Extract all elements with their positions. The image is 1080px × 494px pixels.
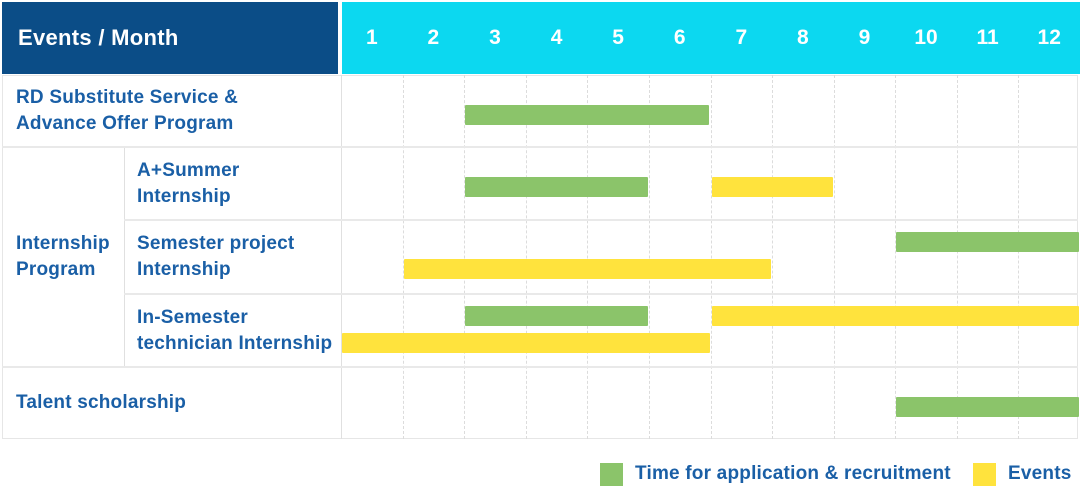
- gantt-bar-event: [711, 306, 1079, 326]
- month-divider-line: [833, 75, 835, 439]
- group-label-internship-program: Internship Program: [16, 233, 110, 280]
- month-label-6: 6: [673, 26, 686, 49]
- row-label-rd-substitute-service: RD Substitute Service & Advance Offer Pr…: [16, 87, 239, 134]
- month-label-7: 7: [735, 26, 748, 49]
- corner-header-label: Events / Month: [18, 25, 179, 50]
- month-label-3: 3: [489, 26, 501, 49]
- month-divider-line: [648, 75, 650, 439]
- month-label-5: 5: [612, 26, 624, 49]
- month-header-row: 1 2 3 4 5 6 7 8 9 10 11 12: [342, 2, 1080, 74]
- row-divider-line: [2, 146, 1078, 148]
- label-grid-divider-line: [341, 75, 342, 439]
- row-label-in-semester-technician-internship: In-Semester technician Internship: [137, 306, 333, 354]
- legend-label-application: Time for application & recruitment: [635, 463, 951, 484]
- table-body-frame: [2, 75, 1078, 439]
- legend-item-application: Time for application & recruitment: [600, 461, 951, 487]
- month-divider-line: [956, 75, 958, 439]
- legend-swatch-application-green: [600, 462, 623, 486]
- gantt-bar-application: [465, 105, 710, 125]
- month-divider-line: [402, 75, 404, 439]
- month-divider-line: [710, 75, 712, 439]
- row-divider-line: [2, 366, 1078, 368]
- legend-item-events: Events: [973, 461, 1072, 487]
- gantt-bar-event: [403, 259, 772, 279]
- row-label-a-plus-summer-internship: A+Summer Internship: [137, 159, 240, 207]
- row-label-semester-project-internship: Semester project Internship: [137, 233, 295, 280]
- row-divider-line: [124, 219, 1078, 221]
- month-label-11: 11: [976, 26, 999, 49]
- legend-swatch-events-yellow: [973, 462, 996, 486]
- corner-header-events-month: Events / Month: [2, 2, 338, 74]
- month-divider-line: [525, 75, 527, 439]
- gantt-bar-application: [896, 232, 1079, 252]
- month-divider-line: [1018, 75, 1020, 439]
- gantt-bar-event: [342, 333, 710, 353]
- row-divider-line: [124, 293, 1078, 295]
- month-divider-line: [772, 75, 774, 439]
- gantt-bar-application: [896, 397, 1079, 417]
- month-divider-line: [464, 75, 466, 439]
- month-label-12: 12: [1037, 26, 1061, 49]
- row-label-talent-scholarship: Talent scholarship: [16, 392, 187, 413]
- gantt-bar-application: [465, 306, 648, 326]
- month-label-10: 10: [914, 26, 938, 49]
- month-divider-line: [895, 75, 897, 439]
- month-label-8: 8: [797, 26, 809, 49]
- month-label-1: 1: [365, 26, 378, 49]
- month-label-9: 9: [858, 26, 871, 49]
- group-sublabel-divider-line: [124, 147, 125, 367]
- legend-label-events: Events: [1008, 463, 1072, 484]
- month-label-4: 4: [550, 26, 563, 49]
- month-label-2: 2: [427, 26, 440, 49]
- gantt-bar-application: [465, 177, 648, 197]
- month-divider-line: [587, 75, 589, 439]
- gantt-bar-event: [711, 177, 833, 197]
